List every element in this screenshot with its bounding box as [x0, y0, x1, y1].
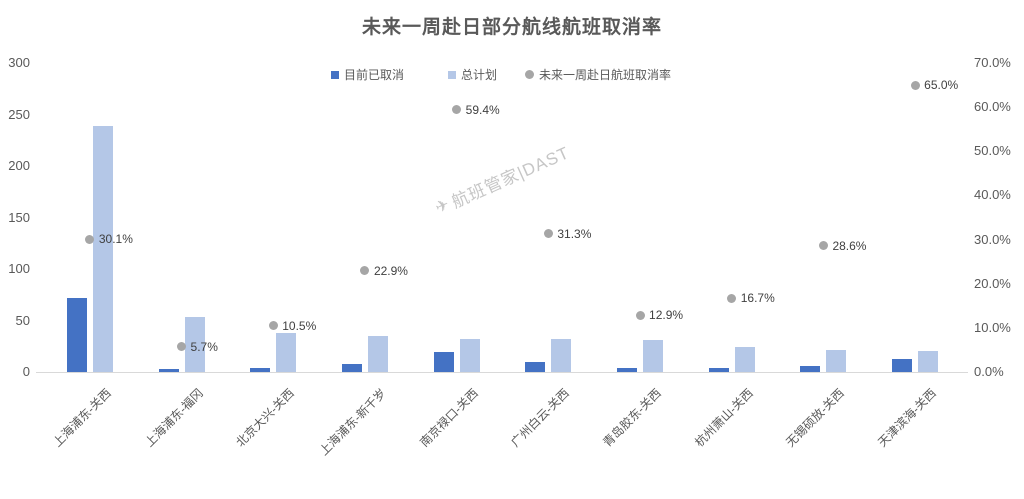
right-axis-tick: 60.0% — [974, 99, 1011, 115]
rate-label: 16.7% — [740, 291, 775, 306]
bar-cancelled — [66, 297, 87, 372]
right-axis-tick: 70.0% — [974, 55, 1011, 70]
left-axis-tick: 0 — [22, 364, 30, 379]
right-axis-tick: 20.0% — [974, 275, 1011, 291]
bar-planned — [92, 125, 113, 372]
rate-label: 28.6% — [832, 238, 867, 253]
rate-label: 30.1% — [98, 232, 133, 247]
bar-cancelled — [341, 363, 362, 372]
x-axis-category-label: 北京大兴-关西 — [233, 386, 298, 450]
left-axis-tick: 300 — [8, 55, 30, 70]
rate-label: 12.9% — [649, 308, 684, 323]
bar-planned — [643, 340, 664, 372]
bar-cancelled — [158, 368, 179, 372]
bar-cancelled — [433, 352, 454, 372]
rate-label: 31.3% — [557, 226, 592, 241]
right-axis-tick: 10.0% — [974, 319, 1011, 335]
x-axis-category-label: 南京禄口-关西 — [416, 386, 481, 450]
left-axis-tick: 200 — [8, 158, 30, 173]
rate-label: 5.7% — [190, 339, 218, 354]
bar-planned — [184, 317, 205, 372]
bar-cancelled — [800, 365, 821, 372]
rate-dot — [910, 80, 920, 90]
x-axis-category-label: 天津滨海-关西 — [875, 386, 940, 450]
rate-dot — [268, 321, 278, 331]
bar-cancelled — [525, 361, 546, 372]
left-axis-tick: 100 — [8, 261, 30, 276]
right-axis-tick: 50.0% — [974, 143, 1011, 159]
legend-label: 总计划 — [461, 68, 498, 82]
chart-legend: 目前已取消 总计划 未来一周赴日航班取消率 — [331, 66, 671, 83]
rate-dot — [360, 266, 370, 276]
right-axis-tick: 40.0% — [974, 187, 1011, 203]
x-axis-category-label: 上海浦东-福冈 — [141, 386, 206, 450]
bar-planned — [459, 339, 480, 372]
legend-circle-marker-icon — [525, 70, 535, 79]
x-axis-category-label: 无锡硕放-关西 — [783, 386, 848, 450]
rate-label: 59.4% — [465, 102, 500, 117]
bar-planned — [826, 350, 847, 372]
x-axis-category-label: 青岛胶东-关西 — [600, 386, 664, 450]
bar-cancelled — [892, 358, 913, 372]
bar-planned — [551, 339, 572, 372]
bar-planned — [918, 351, 939, 372]
legend-square-marker-icon — [331, 70, 339, 79]
rate-dot — [177, 342, 187, 352]
x-axis-category-label: 杭州萧山-关西 — [692, 386, 756, 450]
bar-planned — [276, 332, 297, 372]
rate-dot — [85, 234, 95, 244]
bar-cancelled — [708, 367, 729, 372]
rate-dot — [543, 229, 553, 239]
rate-label: 65.0% — [924, 78, 959, 93]
left-axis-tick: 250 — [8, 106, 30, 122]
legend-item: 未来一周赴日航班取消率 — [525, 66, 671, 83]
rate-dot — [452, 105, 462, 115]
legend-item: 总计划 — [448, 66, 497, 83]
x-axis-category-label: 广州白云-关西 — [508, 386, 573, 450]
left-axis-tick: 50 — [15, 312, 30, 328]
bar-cancelled — [250, 367, 271, 372]
rate-label: 10.5% — [282, 318, 317, 333]
rate-label: 22.9% — [373, 263, 408, 278]
bar-cancelled — [617, 367, 638, 372]
legend-label: 目前已取消 — [344, 68, 405, 82]
left-axis-tick: 150 — [8, 209, 30, 225]
bar-planned — [367, 335, 388, 372]
rate-dot — [818, 241, 828, 251]
x-axis-category-label: 上海浦东-关西 — [50, 386, 114, 450]
right-axis-tick: 0.0% — [974, 364, 1004, 379]
watermark: ✈ 航班管家|DAST — [431, 138, 573, 219]
rate-dot — [635, 310, 645, 320]
right-axis-tick: 30.0% — [974, 231, 1011, 247]
chart-title: 未来一周赴日部分航线航班取消率 — [361, 17, 662, 38]
legend-item: 目前已取消 — [331, 66, 404, 83]
x-axis-category-label: 上海浦东-新千岁 — [316, 386, 389, 459]
watermark-text: 航班管家|DAST — [448, 143, 573, 212]
bar-planned — [734, 347, 755, 372]
legend-label: 未来一周赴日航班取消率 — [539, 68, 672, 82]
legend-square-marker-icon — [448, 70, 457, 79]
rate-dot — [727, 293, 737, 303]
x-axis-line — [36, 372, 968, 373]
